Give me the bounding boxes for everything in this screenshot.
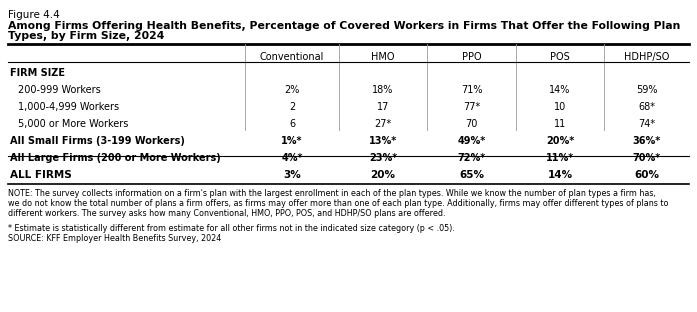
- Text: All Large Firms (200 or More Workers): All Large Firms (200 or More Workers): [10, 153, 221, 163]
- Text: NOTE: The survey collects information on a firm's plan with the largest enrollme: NOTE: The survey collects information on…: [8, 189, 656, 198]
- Text: HMO: HMO: [372, 52, 395, 62]
- Text: 27*: 27*: [374, 119, 392, 129]
- Text: 60%: 60%: [634, 170, 659, 180]
- Text: 70: 70: [466, 119, 477, 129]
- Text: 23%*: 23%*: [369, 153, 397, 163]
- Text: 14%: 14%: [549, 85, 571, 95]
- Text: 20%*: 20%*: [546, 136, 574, 146]
- Text: 3%: 3%: [283, 170, 301, 180]
- Text: 5,000 or More Workers: 5,000 or More Workers: [18, 119, 128, 129]
- Text: ALL FIRMS: ALL FIRMS: [10, 170, 72, 180]
- Text: 17: 17: [377, 102, 389, 112]
- Text: 65%: 65%: [459, 170, 484, 180]
- Text: 4%*: 4%*: [282, 153, 302, 163]
- Text: 71%: 71%: [461, 85, 482, 95]
- Text: different workers. The survey asks how many Conventional, HMO, PPO, POS, and HDH: different workers. The survey asks how m…: [8, 209, 445, 218]
- Text: 77*: 77*: [463, 102, 480, 112]
- Text: HDHP/SO: HDHP/SO: [624, 52, 669, 62]
- Text: * Estimate is statistically different from estimate for all other firms not in t: * Estimate is statistically different fr…: [8, 224, 455, 233]
- Text: 59%: 59%: [636, 85, 657, 95]
- Text: SOURCE: KFF Employer Health Benefits Survey, 2024: SOURCE: KFF Employer Health Benefits Sur…: [8, 234, 221, 243]
- Text: 18%: 18%: [372, 85, 394, 95]
- Text: 11%*: 11%*: [546, 153, 574, 163]
- Text: Figure 4.4: Figure 4.4: [8, 10, 60, 20]
- Text: 49%*: 49%*: [457, 136, 486, 146]
- Text: 68*: 68*: [638, 102, 655, 112]
- Text: 70%*: 70%*: [632, 153, 661, 163]
- Text: 74*: 74*: [638, 119, 655, 129]
- Text: 2%: 2%: [284, 85, 300, 95]
- Text: PPO: PPO: [461, 52, 482, 62]
- Text: we do not know the total number of plans a firm offers, as firms may offer more : we do not know the total number of plans…: [8, 199, 668, 208]
- Text: 10: 10: [554, 102, 566, 112]
- Text: 11: 11: [554, 119, 566, 129]
- Text: 200-999 Workers: 200-999 Workers: [18, 85, 101, 95]
- Text: Conventional: Conventional: [260, 52, 324, 62]
- Text: All Small Firms (3-199 Workers): All Small Firms (3-199 Workers): [10, 136, 185, 146]
- Text: 2: 2: [289, 102, 295, 112]
- Text: POS: POS: [550, 52, 570, 62]
- Text: 1%*: 1%*: [282, 136, 302, 146]
- Text: 13%*: 13%*: [369, 136, 397, 146]
- Text: FIRM SIZE: FIRM SIZE: [10, 68, 65, 78]
- Text: 1,000-4,999 Workers: 1,000-4,999 Workers: [18, 102, 119, 112]
- Text: 20%: 20%: [371, 170, 395, 180]
- Text: 36%*: 36%*: [632, 136, 661, 146]
- Text: 72%*: 72%*: [457, 153, 486, 163]
- Text: Among Firms Offering Health Benefits, Percentage of Covered Workers in Firms Tha: Among Firms Offering Health Benefits, Pe…: [8, 21, 680, 31]
- Text: 14%: 14%: [547, 170, 572, 180]
- Text: Types, by Firm Size, 2024: Types, by Firm Size, 2024: [8, 31, 164, 41]
- Text: 6: 6: [289, 119, 295, 129]
